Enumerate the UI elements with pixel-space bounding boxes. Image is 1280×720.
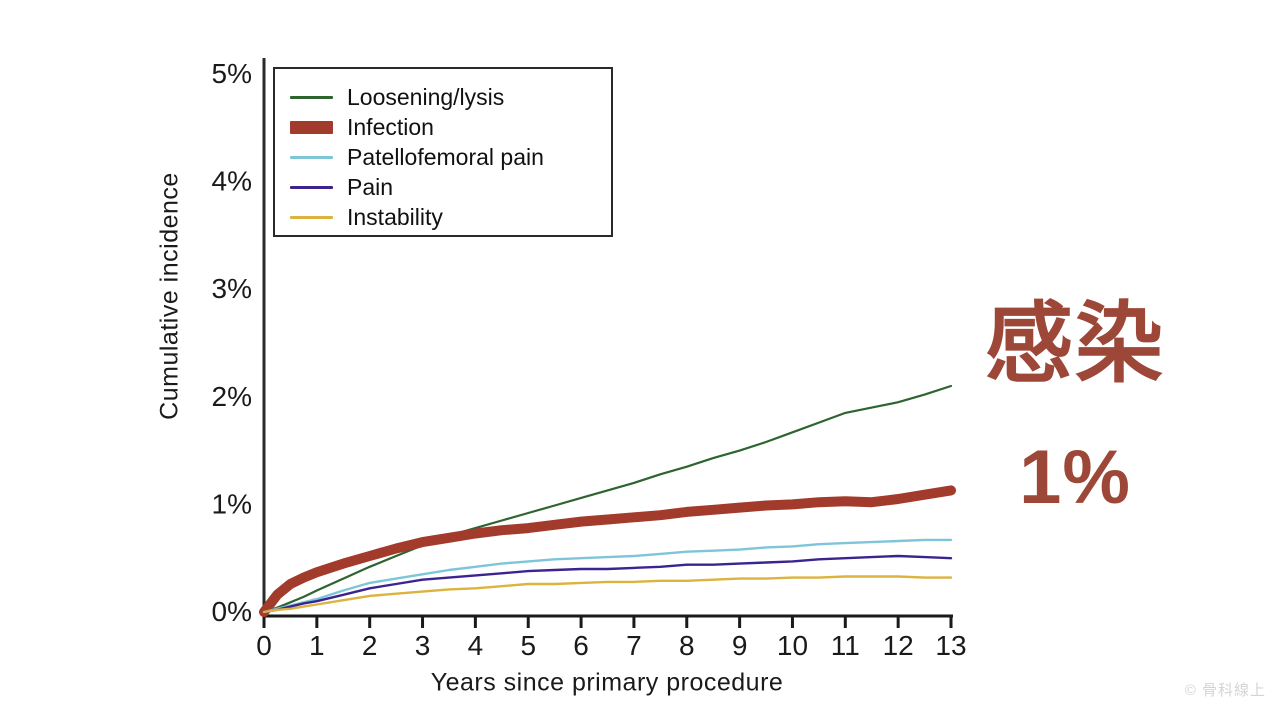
x-tick-label: 2: [362, 630, 378, 661]
x-tick-label: 11: [831, 630, 860, 661]
x-tick-label: 10: [777, 630, 808, 661]
annotation-title: 感染: [984, 294, 1165, 393]
legend: Loosening/lysis Infection Patellofemoral p…: [273, 67, 613, 237]
legend-item: Loosening/lysis: [275, 82, 611, 112]
legend-swatch-2: [290, 120, 333, 134]
series-line-pain: [262, 554, 953, 614]
x-tick-label: 6: [573, 630, 589, 661]
series-line-instability: [262, 575, 953, 614]
x-tick-label: 4: [468, 630, 484, 661]
legend-label: Infection: [347, 113, 434, 140]
x-axis-title: Years since primary procedure: [430, 668, 784, 697]
legend-item: Instability: [275, 202, 611, 232]
y-tick-label: 0%: [212, 596, 252, 627]
y-tick-label: 1%: [212, 488, 252, 519]
series-line-patellofemoral-pain: [262, 538, 953, 614]
x-tick-label: 5: [520, 630, 536, 661]
x-tick-label: 0: [256, 630, 272, 661]
legend-label: Loosening/lysis: [347, 83, 505, 110]
series-line-loosening-lysis: [262, 384, 953, 614]
legend-item: Infection: [275, 112, 611, 142]
x-tick-label: 7: [626, 630, 642, 661]
y-axis-title: Cumulative incidence: [155, 172, 184, 420]
legend-swatch-4: [290, 185, 333, 189]
annotation-block: 感染 1%: [970, 300, 1180, 516]
y-tick-label: 2%: [212, 381, 252, 412]
x-tick-label: 8: [679, 630, 695, 661]
legend-swatch-1: [290, 95, 333, 99]
x-tick-label: 12: [883, 630, 914, 661]
legend-item: Patellofemoral pain: [275, 142, 611, 172]
watermark: © 骨科線上: [1184, 682, 1266, 699]
series-line-infection: [259, 485, 956, 617]
legend-label: Instability: [347, 203, 443, 230]
legend-label: Pain: [347, 173, 394, 200]
legend-item: Pain: [275, 172, 611, 202]
y-tick-label: 4%: [212, 166, 252, 197]
x-tick-label: 1: [309, 630, 325, 661]
x-tick-label: 3: [415, 630, 431, 661]
x-tick-label: 13: [935, 630, 966, 661]
legend-swatch-3: [290, 155, 333, 159]
legend-swatch-5: [290, 215, 333, 219]
y-tick-label: 3%: [212, 273, 252, 304]
y-tick-label: 5%: [212, 58, 252, 89]
legend-label: Patellofemoral pain: [347, 143, 544, 170]
x-tick-label: 9: [732, 630, 748, 661]
annotation-value: 1%: [1019, 435, 1131, 520]
